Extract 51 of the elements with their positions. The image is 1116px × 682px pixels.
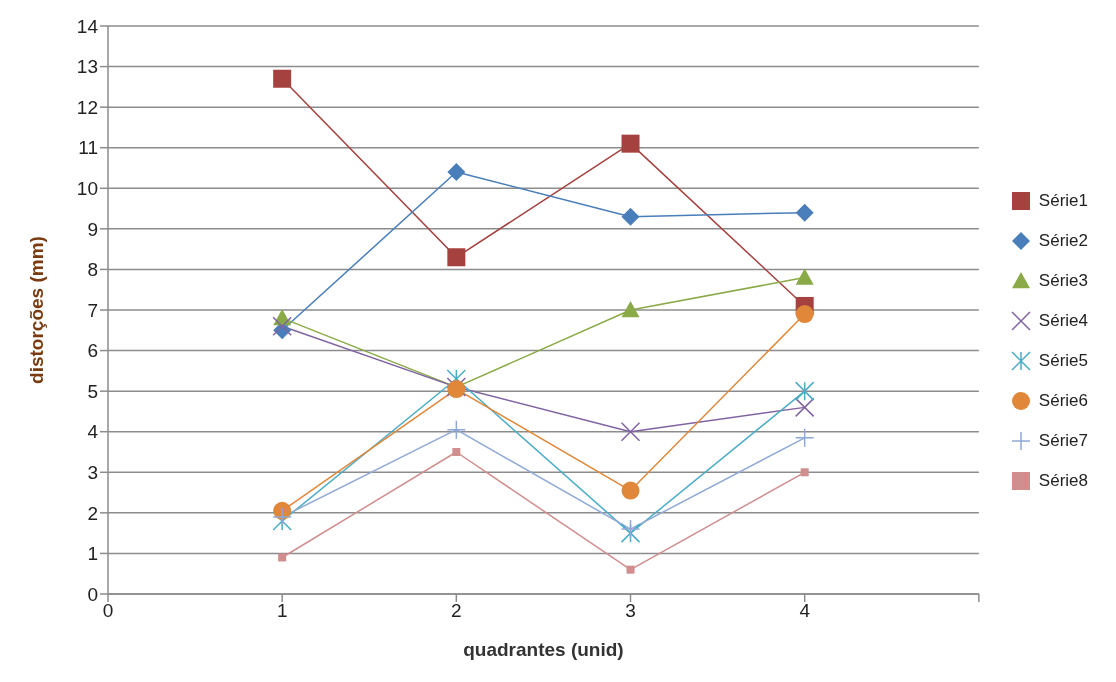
point [626,565,635,574]
y-tick-label: 11 [78,137,98,159]
point [794,428,815,448]
point [794,381,815,401]
point [621,134,640,153]
y-tick-label: 12 [76,96,98,118]
y-tick-label: 0 [87,583,98,605]
y-tick-label: 3 [87,462,98,484]
point [795,305,814,324]
point [621,301,640,318]
x-tick-label: 4 [799,600,811,622]
legend-label: Série5 [1038,351,1088,371]
point [800,468,809,477]
point [795,268,814,285]
legend-label: Série4 [1038,311,1088,331]
legend-label: Série1 [1038,191,1088,211]
point [446,369,467,389]
y-tick-label: 2 [87,502,98,524]
x-tick-label: 1 [276,600,288,622]
y-tick-label: 14 [76,15,99,37]
y-tick-label: 13 [76,56,98,78]
x-axis-title: quadrantes (unid) [463,639,624,660]
point [446,419,467,440]
y-tick-label: 6 [87,340,98,362]
y-tick-label: 10 [76,178,98,200]
y-tick-label: 7 [87,299,98,321]
point [795,203,814,222]
point [621,481,640,500]
point [447,163,466,182]
y-tick-label: 1 [87,543,98,565]
point [620,421,641,442]
point [621,207,640,226]
y-tick-label: 9 [87,218,98,240]
point [794,397,815,418]
y-tick-label: 8 [87,259,98,281]
legend-label: Série7 [1038,431,1088,451]
y-tick-label: 4 [87,421,99,443]
legend-label: Série2 [1038,231,1088,251]
point [272,316,292,336]
x-tick-label: 0 [102,600,114,622]
point [447,248,466,267]
x-tick-label: 3 [625,600,636,622]
y-axis-title: distorções (mm) [25,236,47,384]
point [452,448,461,456]
legend-label: Série8 [1038,471,1088,491]
point [273,69,292,88]
point [278,553,287,562]
legend-label: Série6 [1038,391,1088,411]
x-tick-label: 2 [451,600,462,622]
legend-label: Série3 [1038,271,1088,291]
y-tick-label: 5 [87,380,98,402]
